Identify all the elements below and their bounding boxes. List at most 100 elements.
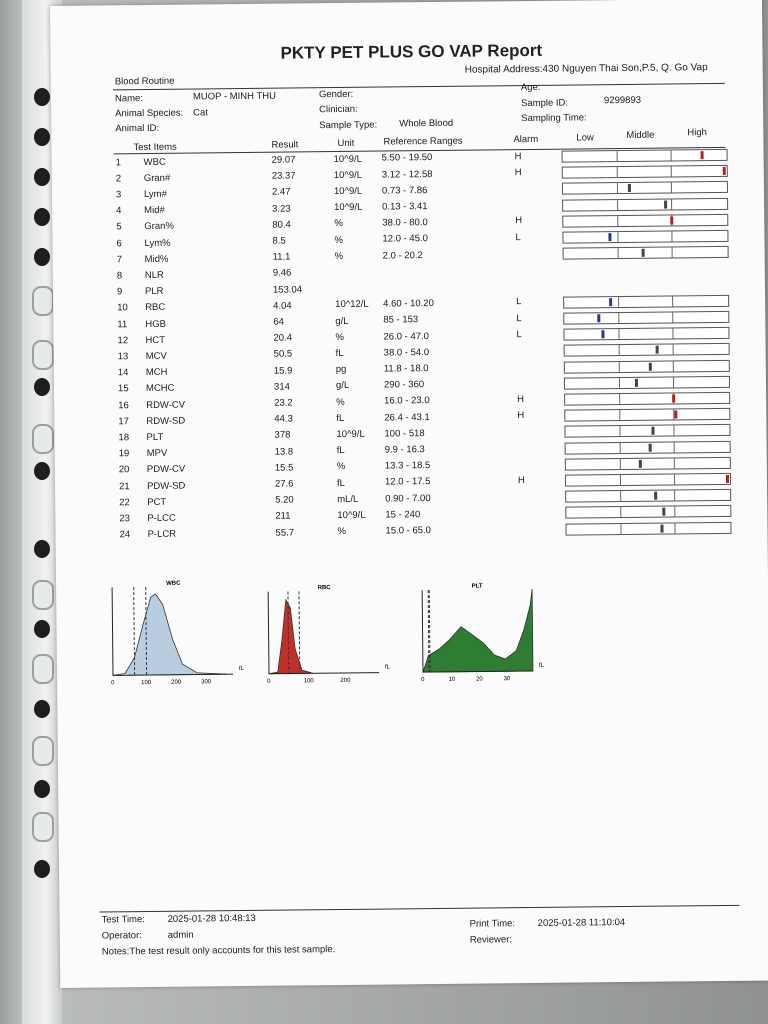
row-number: 8 bbox=[116, 270, 123, 282]
age-label: Age: bbox=[520, 81, 541, 94]
range-indicator-bar bbox=[563, 310, 730, 325]
row-unit: 10^9/L bbox=[337, 509, 366, 522]
binder-hole bbox=[34, 540, 50, 558]
row-test-item: MCHC bbox=[145, 383, 175, 395]
row-number: 24 bbox=[119, 529, 131, 541]
col-result: Result bbox=[271, 139, 299, 151]
row-number: 20 bbox=[118, 464, 130, 476]
binder-hole bbox=[34, 168, 50, 186]
range-indicator-marker bbox=[648, 443, 652, 452]
row-result: 44.3 bbox=[274, 413, 293, 425]
range-indicator-bar bbox=[564, 408, 731, 422]
histogram-tick-label: 200 bbox=[171, 680, 182, 686]
row-result: 153.04 bbox=[272, 283, 303, 296]
row-number: 18 bbox=[118, 432, 130, 444]
row-reference-range: 9.9 - 16.3 bbox=[384, 444, 425, 456]
range-indicator-bar bbox=[564, 391, 731, 406]
row-test-item: PCT bbox=[147, 496, 167, 508]
binder-hole bbox=[34, 700, 50, 718]
range-indicator-marker bbox=[700, 151, 705, 160]
row-reference-range: 290 - 360 bbox=[383, 379, 425, 391]
range-indicator-bar bbox=[562, 213, 729, 228]
binder-hole bbox=[34, 620, 50, 638]
histogram-curve bbox=[422, 589, 533, 672]
range-indicator-marker bbox=[655, 346, 659, 355]
row-unit: fL bbox=[336, 412, 345, 424]
row-result: 27.6 bbox=[274, 478, 294, 490]
range-indicator-marker bbox=[649, 362, 653, 371]
row-alarm: L bbox=[516, 296, 522, 308]
clinician-label: Clinician: bbox=[319, 103, 358, 116]
row-test-item: MCH bbox=[145, 366, 168, 379]
range-indicator-marker bbox=[597, 314, 601, 323]
histogram-unit-label: fL bbox=[239, 666, 245, 672]
row-test-item: Mid# bbox=[144, 204, 165, 217]
row-unit: g/L bbox=[335, 380, 350, 392]
row-reference-range: 11.8 - 18.0 bbox=[383, 362, 429, 375]
name-label: Name: bbox=[114, 93, 144, 105]
reviewer-label: Reviewer: bbox=[469, 934, 513, 946]
histogram-axis bbox=[267, 591, 380, 675]
histogram-curve bbox=[268, 599, 313, 673]
row-reference-range: 26.0 - 47.0 bbox=[383, 330, 429, 343]
row-test-item: Gran% bbox=[144, 221, 174, 233]
row-unit: 10^12/L bbox=[335, 299, 369, 311]
species-value: Cat bbox=[193, 107, 208, 119]
range-indicator-marker bbox=[674, 410, 678, 419]
binder-hole bbox=[34, 780, 50, 798]
range-indicator-marker bbox=[672, 394, 676, 403]
row-test-item: Lym% bbox=[144, 237, 171, 249]
row-result: 50.5 bbox=[273, 348, 293, 360]
row-unit: % bbox=[336, 396, 345, 408]
row-number: 10 bbox=[117, 302, 128, 314]
histogram-tick-label: 20 bbox=[476, 676, 483, 682]
range-indicator-marker bbox=[653, 491, 657, 500]
range-indicator-bar bbox=[562, 246, 729, 260]
histogram-axis bbox=[421, 590, 533, 673]
sample-id-label: Sample ID: bbox=[520, 97, 569, 110]
range-indicator-bar bbox=[563, 327, 730, 341]
row-number: 4 bbox=[116, 205, 122, 217]
row-result: 23.37 bbox=[271, 170, 296, 182]
histogram-tick-label: 0 bbox=[111, 680, 115, 686]
range-indicator-bar bbox=[564, 456, 731, 471]
row-test-item: P-LCR bbox=[147, 528, 177, 541]
row-test-item: MPV bbox=[146, 447, 168, 460]
binder-slot bbox=[32, 654, 54, 684]
range-indicator-marker bbox=[638, 459, 642, 468]
row-alarm: H bbox=[517, 409, 525, 422]
range-indicator-marker bbox=[670, 216, 674, 225]
row-alarm: L bbox=[516, 312, 522, 324]
row-number: 9 bbox=[116, 286, 123, 298]
row-test-item: MCV bbox=[145, 350, 167, 362]
row-number: 5 bbox=[116, 221, 122, 233]
section-label: Blood Routine bbox=[114, 75, 175, 88]
row-number: 11 bbox=[117, 318, 128, 330]
row-result: 64 bbox=[273, 316, 284, 328]
range-indicator-bar bbox=[565, 489, 732, 503]
gender-label: Gender: bbox=[318, 88, 354, 101]
row-result: 80.4 bbox=[272, 219, 291, 231]
histogram-tick-label: 0 bbox=[421, 677, 425, 683]
row-unit: 10^9/L bbox=[333, 153, 362, 165]
test-time-label: Test Time: bbox=[101, 914, 145, 926]
histogram-tick-label: 100 bbox=[141, 680, 152, 686]
range-indicator-bar bbox=[562, 229, 729, 244]
row-number: 3 bbox=[115, 189, 122, 201]
range-indicator-bar bbox=[563, 359, 730, 374]
range-indicator-marker bbox=[662, 507, 666, 517]
report-title: PKTY PET PLUS GO VAP Report bbox=[280, 40, 543, 63]
row-alarm: H bbox=[514, 166, 522, 179]
row-unit: % bbox=[334, 218, 343, 230]
row-result: 23.2 bbox=[274, 397, 293, 409]
row-unit: mL/L bbox=[337, 493, 359, 505]
range-indicator-bar bbox=[561, 165, 728, 179]
row-result: 8.5 bbox=[272, 235, 286, 247]
row-test-item: WBC bbox=[143, 156, 166, 168]
row-reference-range: 12.0 - 17.5 bbox=[384, 476, 431, 488]
histogram-gate-line bbox=[427, 590, 430, 673]
name-value: MUOP - MINH THU bbox=[192, 90, 277, 103]
row-number: 23 bbox=[119, 513, 131, 525]
histogram-tick-label: 100 bbox=[304, 678, 315, 684]
range-indicator-marker bbox=[663, 200, 667, 209]
